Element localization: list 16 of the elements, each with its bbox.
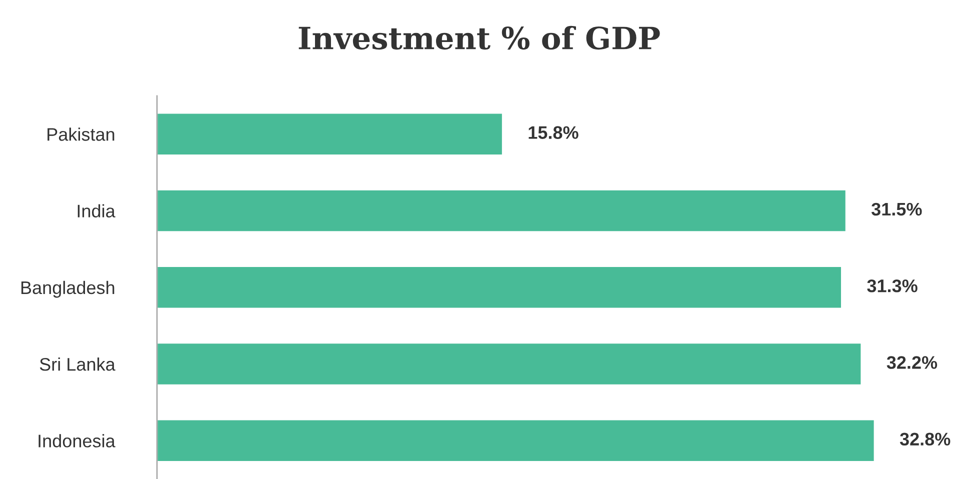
data-label: 15.8% xyxy=(528,126,578,139)
y-tick-label: Pakistan xyxy=(48,128,114,141)
y-tick-label: Indonesia xyxy=(38,434,116,448)
y-tick-label: Bangladesh xyxy=(21,280,114,298)
bar xyxy=(157,418,876,462)
data-label: 32.2% xyxy=(886,356,938,369)
bar xyxy=(157,266,842,310)
bar xyxy=(157,188,847,233)
data-label: 32.8% xyxy=(900,432,950,446)
chart-title: Investment % of GDP xyxy=(298,26,660,50)
data-label: 31.3% xyxy=(867,279,918,292)
y-tick-label: India xyxy=(78,204,116,218)
data-label: 31.5% xyxy=(871,202,922,216)
y-tick-label: Sri Lanka xyxy=(40,358,116,371)
bar xyxy=(157,342,862,386)
bar xyxy=(157,112,504,156)
